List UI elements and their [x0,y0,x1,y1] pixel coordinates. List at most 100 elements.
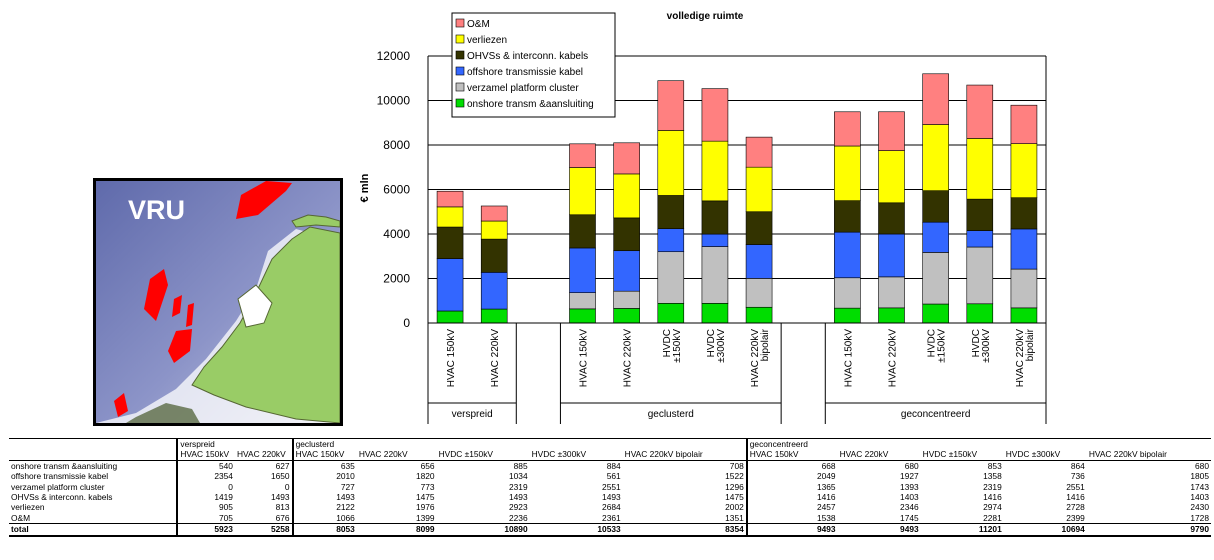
bar-segment [613,290,640,309]
bar-segment [480,272,508,310]
table-cell: 1650 [270,471,290,482]
x-tick-line: HVAC 220kV [623,329,634,388]
y-axis-label: € mln [359,173,371,202]
bar-segment [745,278,773,308]
table-cell: 1743 [1190,481,1209,492]
table-cell: 813 [275,502,290,513]
bar-segment [834,307,861,324]
table-cell: 627 [275,460,290,471]
bars [436,73,1038,324]
y-tick-label: 0 [403,316,410,330]
table-cell: 668 [745,460,838,472]
map-label: VRU [128,195,185,225]
bar-segment [878,111,905,151]
table-cell: 9790 [1086,523,1211,537]
table-cell: 2354 [176,471,235,482]
x-tick-line: HVDC [927,329,938,357]
land [191,226,340,423]
table-cell: 2010 [291,471,357,482]
bar-segment [878,276,905,309]
bar-segment [1010,197,1038,230]
table-row: O&M 705 676 1066 1399 2236 2361 1351 1538 1745 228… [9,512,1211,524]
bar-segment [436,310,464,324]
table-corner [9,438,178,450]
table-column-header: HVAC 220kV [837,449,921,461]
bar-segment [569,214,596,249]
bar-segment [966,303,994,324]
legend-swatch [455,50,465,60]
table-column-header: HVDC ±150kV [436,449,530,461]
vru-map: VRU [93,178,343,426]
legend-swatch [455,18,465,28]
table-cell: 11201 [920,523,1004,537]
bar-segment [1010,143,1038,199]
table-cell: 1522 [725,471,744,482]
table-group-header: geclusterd [291,438,747,450]
table-cell: 5923 [176,523,235,537]
bar-segment [1010,228,1038,270]
table-column-header: HVAC 150kV [745,449,838,461]
table-column-header: HVAC 150kV [291,449,357,461]
bar-segment [1010,307,1038,324]
table-cell: 708 [729,460,744,471]
table-cell: 1493 [291,492,357,503]
bar-segment [1010,104,1038,144]
table-row-label: verzamel platform cluster [11,481,105,492]
table-corner [9,449,178,461]
x-tick-line: HVAC 220kV [750,329,761,388]
bar-segment [745,244,773,279]
bar-segment [613,173,640,219]
bar-segment [436,226,464,259]
bar-segment [878,150,905,204]
table-cell: 10890 [436,523,530,537]
x-tick-line: bipolair [760,328,771,361]
table-cell: 2430 [1190,502,1209,513]
bar-segment [922,124,949,192]
table-cell: 905 [176,502,235,513]
x-tick-label: HVAC 220kV bipolair [750,328,771,387]
table-row: onshore transm &aansluiting 540 627 635 656 8… [9,460,1211,472]
bar-segment [701,246,729,304]
table-cell: 853 [987,460,1002,471]
y-tick-label: 10000 [377,94,411,108]
table-cell: 2551 [1066,481,1085,492]
table-cell: 2361 [602,512,621,523]
table-cell: 1728 [1190,512,1209,523]
table-cell: 2122 [291,502,357,513]
bar-segment [922,303,949,324]
table-cell: 680 [1195,460,1209,471]
bar-segment [436,258,464,312]
bar-segment [834,231,861,279]
legend-box [451,12,616,118]
chart-title: volledige ruimte [667,11,744,22]
legend-swatch [455,82,465,92]
table-cell: 1493 [602,492,621,503]
table-cell: 1351 [725,512,744,523]
legend-label: OHVSs & interconn. kabels [467,51,588,62]
bar-segment [701,233,729,247]
table-cell: 1745 [900,512,919,523]
bar-segment [922,252,949,305]
table-cell: 1365 [745,481,838,493]
bar-segment [701,200,729,235]
bar-segment [613,142,640,175]
bar-segment [480,205,508,222]
table-cell: 2551 [602,481,621,492]
table-cell: 2684 [602,502,621,513]
bar-segment [745,306,773,324]
group-label: geclusterd [648,409,694,420]
x-tick-line: HVDC [662,329,673,357]
table-row-label: verliezen [11,502,45,513]
bar-segment [569,292,596,310]
x-tick-label: HVAC 220kV [888,329,899,388]
bar-segment [745,211,773,245]
table-column-header: HVDC ±300kV [529,449,623,461]
x-tick-line: bipolair [1025,328,1036,361]
table-cell: 1416 [983,492,1002,503]
table-cell: 10533 [529,523,623,537]
y-tick-label: 4000 [383,227,410,241]
table-cell: 736 [1070,471,1085,482]
table-cell: 2281 [983,512,1002,523]
table-cell: 2728 [1066,502,1085,513]
table-cell: 864 [1070,460,1085,471]
